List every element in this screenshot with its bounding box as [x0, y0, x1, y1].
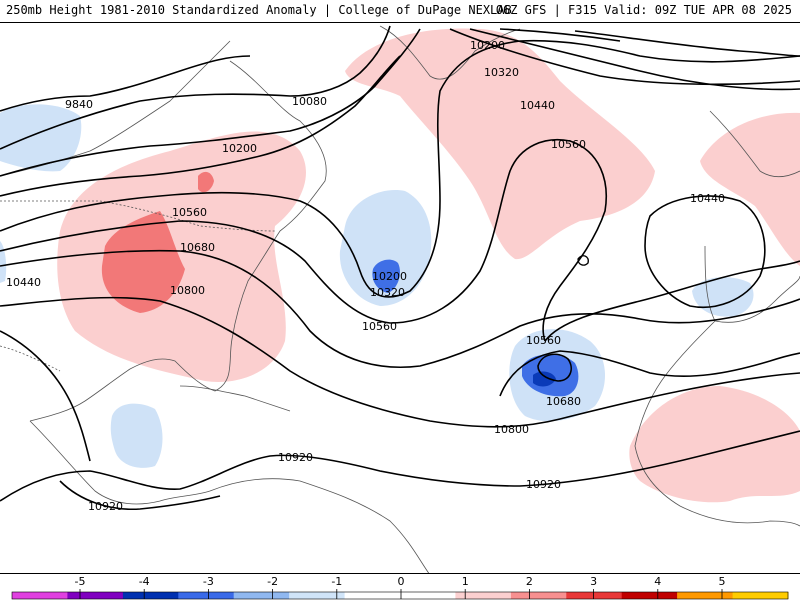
header: 250mb Height 1981-2010 Standardized Anom… — [0, 0, 800, 22]
colorbar-segment — [677, 592, 733, 599]
colorbar-segment — [621, 592, 678, 599]
contour-label: 10440 — [690, 192, 725, 205]
colorbar-tick-label: -3 — [203, 575, 214, 588]
contour-10440-west — [0, 39, 800, 298]
positive-anomaly-us-core2 — [198, 171, 214, 193]
positive-anomaly-africa — [629, 386, 800, 503]
contour-label: 9840 — [65, 98, 93, 111]
contour-10680-azores — [499, 350, 800, 397]
contour-label: 10920 — [88, 500, 123, 513]
contour-label: 10080 — [292, 95, 327, 108]
coast-south-america — [209, 478, 430, 573]
colorbar-segment — [344, 592, 401, 599]
colorbar-segment — [732, 592, 789, 599]
colorbar-segment — [400, 592, 456, 599]
colorbar-segment — [178, 592, 235, 599]
contour-label: 10200 — [222, 142, 257, 155]
positive-anomaly-us — [57, 131, 306, 382]
colorbar-tick-label: -5 — [75, 575, 86, 588]
map-panel: 9840 10080 10200 10200 10200 10320 10320… — [0, 22, 800, 574]
colorbar-ticks: -5 -4 -3 -2 -1 0 1 2 3 4 5 — [75, 575, 726, 599]
contour-10080 — [0, 25, 391, 150]
colorbar-segment — [12, 592, 68, 599]
colorbar-segment — [455, 592, 512, 599]
contour-label: 10680 — [180, 241, 215, 254]
positive-anomaly-atlantic — [345, 28, 655, 260]
contour-10920-south — [0, 430, 800, 502]
contour-label: 10200 — [372, 270, 407, 283]
anomaly-colorbar: -5 -4 -3 -2 -1 0 1 2 3 4 5 — [0, 574, 800, 600]
contour-10680-main — [0, 249, 800, 369]
coast-caribbean — [179, 385, 291, 412]
negative-anomaly-canada — [0, 104, 82, 172]
colorbar-segment — [289, 592, 345, 599]
contour-label: 10560 — [551, 138, 586, 151]
contour-label: 10440 — [520, 99, 555, 112]
contour-10560-west — [0, 139, 607, 342]
colorbar-tick-label: 5 — [719, 575, 726, 588]
contour-label: 10560 — [362, 320, 397, 333]
positive-anomaly-us-core — [101, 211, 185, 313]
contour-label: 10440 — [6, 276, 41, 289]
coast-gulf — [29, 420, 211, 505]
colorbar-tick-label: 3 — [590, 575, 597, 588]
colorbar-segment — [566, 592, 623, 599]
contour-label: 10320 — [484, 66, 519, 79]
contour-label: 10920 — [278, 451, 313, 464]
colorbar-tick-label: -1 — [331, 575, 342, 588]
contour-10560-azores-closed — [537, 353, 572, 382]
contour-10320-west — [0, 55, 401, 197]
contour-label: 10680 — [546, 395, 581, 408]
negative-anomaly-atlantic-low-core — [372, 259, 400, 293]
positive-anomaly-europe — [700, 112, 800, 267]
contour-10320-east — [469, 28, 800, 91]
colorbar-tick-label: 4 — [654, 575, 661, 588]
negative-anomaly-azores-core2 — [533, 371, 556, 387]
colorbar-segments — [11, 591, 789, 600]
coastlines — [0, 25, 800, 573]
height-contours — [0, 25, 800, 511]
colorbar-segment — [122, 592, 179, 599]
contour-10560-east — [544, 260, 800, 342]
contour-label-group: 9840 10080 10200 10200 10200 10320 10320… — [6, 39, 725, 513]
colorbar-tick-label: 1 — [462, 575, 469, 588]
contour-10800-gulf — [0, 330, 91, 462]
contour-label: 10920 — [526, 478, 561, 491]
contour-10200-east — [449, 28, 800, 86]
contour-10800-main — [0, 296, 800, 428]
coast-africa — [634, 320, 800, 527]
colorbar-tick-label: 2 — [526, 575, 533, 588]
anomaly-shading — [0, 28, 800, 503]
colorbar-tick-label: -4 — [139, 575, 150, 588]
map-title: 250mb Height 1981-2010 Standardized Anom… — [6, 3, 512, 17]
run-info: 06Z GFS | F315 Valid: 09Z TUE APR 08 202… — [495, 3, 792, 17]
map-svg: 9840 10080 10200 10200 10200 10320 10320… — [0, 25, 800, 573]
contour-10440-low — [644, 195, 766, 308]
contour-label: 10560 — [526, 334, 561, 347]
colorbar-segment — [233, 592, 290, 599]
colorbar-tick-label: 0 — [398, 575, 405, 588]
colorbar-tick-label: -2 — [267, 575, 278, 588]
contour-label: 10800 — [170, 284, 205, 297]
contour-label: 10320 — [370, 286, 405, 299]
contour-10440-east — [499, 28, 800, 57]
negative-anomaly-west — [0, 241, 7, 283]
contour-10200-west — [0, 28, 421, 177]
contour-label: 10800 — [494, 423, 529, 436]
colorbar-svg: -5 -4 -3 -2 -1 0 1 2 3 4 5 — [11, 575, 789, 600]
negative-anomaly-central-america — [110, 403, 163, 468]
contour-10920-gulf — [59, 480, 221, 511]
border-us-mexico — [0, 345, 61, 372]
coast-europe — [704, 110, 800, 323]
contour-label: 10200 — [470, 39, 505, 52]
small-closed-contour — [577, 255, 589, 266]
colorbar-segment — [510, 592, 567, 599]
contour-9840 — [0, 55, 251, 112]
colorbar-outline — [11, 591, 789, 600]
contour-label: 10560 — [172, 206, 207, 219]
colorbar-segment — [67, 592, 124, 599]
